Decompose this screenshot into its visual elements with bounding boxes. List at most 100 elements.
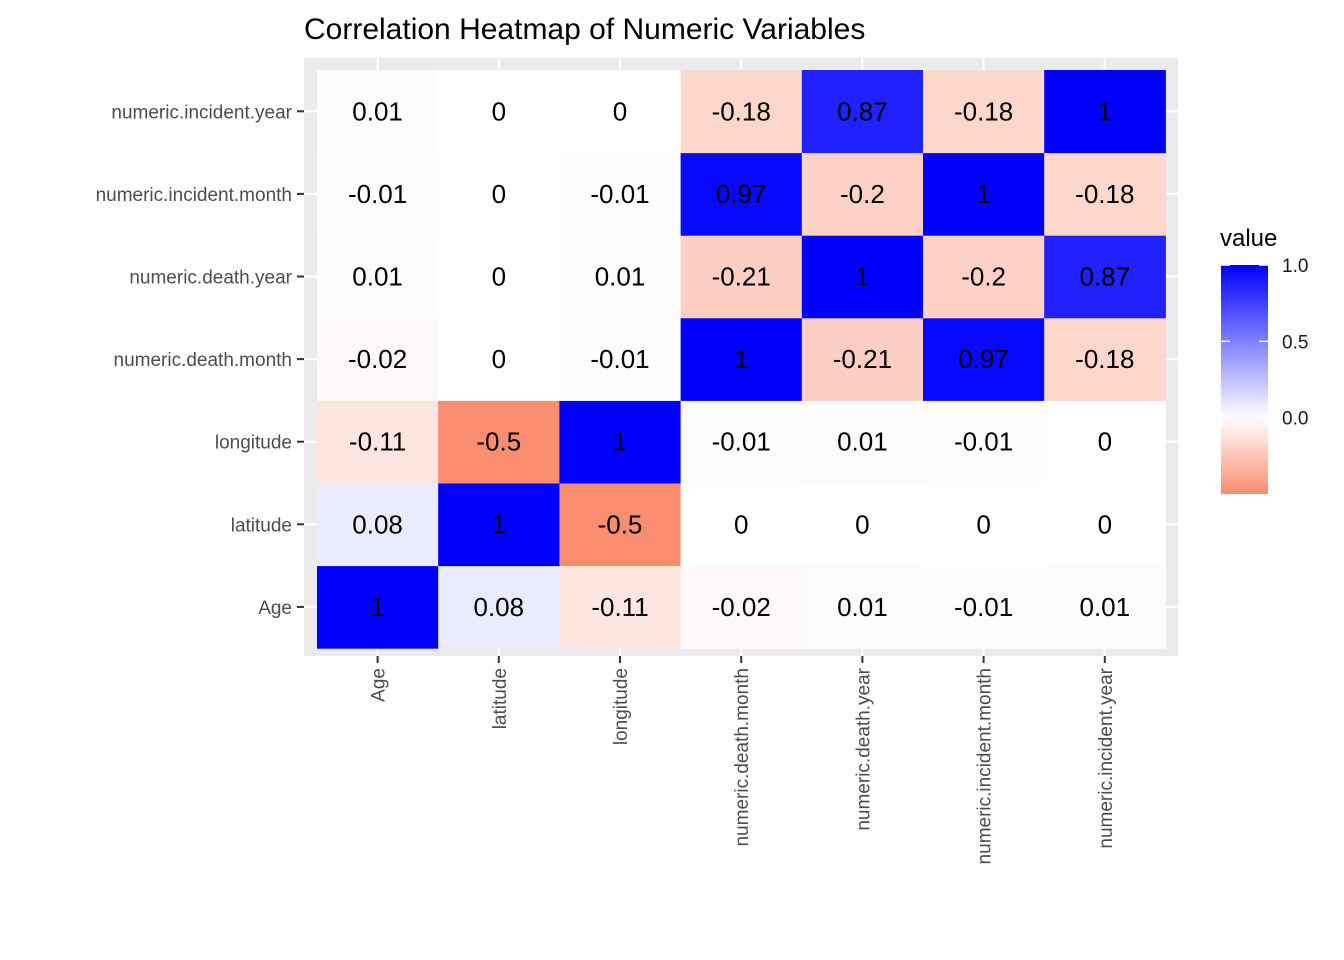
heatmap-cell: [1044, 235, 1166, 319]
heatmap-cell: [680, 483, 803, 567]
cell-value-label: 0.08: [352, 509, 403, 539]
heatmap-cell: [923, 317, 1045, 401]
cell-value-label: 0.01: [352, 96, 403, 126]
cell-value-label: 0.97: [958, 344, 1009, 374]
cell-value-label: -0.01: [590, 344, 649, 374]
heatmap-cell: [801, 565, 924, 649]
legend-tick-label: 1.0: [1282, 256, 1308, 277]
cell-value-label: 0.87: [837, 96, 888, 126]
y-tick-label: numeric.death.year: [129, 268, 292, 289]
cell-value-label: 1: [613, 427, 627, 457]
legend-tick-label: 0.0: [1282, 409, 1308, 430]
heatmap-cell: [801, 235, 924, 319]
cell-value-label: -0.5: [598, 509, 643, 539]
cell-value-label: 0: [492, 262, 506, 292]
heatmap-cell: [438, 483, 560, 567]
cell-value-label: 0.01: [837, 427, 888, 457]
cell-value-label: -0.11: [349, 427, 406, 457]
heatmap-cell: [317, 317, 439, 401]
cell-value-label: 1: [734, 344, 748, 374]
y-tick-label: Age: [258, 598, 292, 619]
x-tick-label: numeric.death.year: [853, 667, 874, 830]
cell-value-label: 0.01: [837, 592, 888, 622]
heatmap-cell: [438, 317, 560, 401]
heatmap-cell: [801, 152, 924, 236]
heatmap-cell: [438, 70, 560, 154]
cell-value-label: 0: [734, 509, 748, 539]
heatmap-cell: [923, 565, 1045, 649]
y-tick-label: longitude: [215, 433, 292, 454]
cell-value-label: 0: [613, 96, 627, 126]
cell-value-label: 1: [1098, 96, 1112, 126]
cell-value-label: 0.01: [1079, 592, 1130, 622]
cell-value-label: -0.01: [348, 179, 407, 209]
y-axis: Age latitude longitude numeric.death.month n…: [96, 102, 304, 619]
heatmap-cell: [438, 400, 560, 484]
heatmap-cell: [680, 400, 803, 484]
heatmap-cell-labels: 1 0.08 -0.11 -0.02 0.01 -0.01 0.01 0.08 1 -0.5 0 0 0…: [348, 96, 1134, 622]
cell-value-label: -0.01: [954, 427, 1013, 457]
cell-value-label: 0.87: [1079, 262, 1130, 292]
heatmap-cell: [559, 235, 682, 319]
cell-value-label: -0.2: [961, 262, 1006, 292]
cell-value-label: 0: [976, 509, 990, 539]
cell-value-label: -0.21: [712, 262, 771, 292]
heatmap-cell: [1044, 400, 1166, 484]
x-tick-label: latitude: [490, 668, 511, 729]
heatmap-cell: [1044, 483, 1166, 567]
legend-title: value: [1220, 225, 1277, 252]
cell-value-label: 0: [1098, 509, 1112, 539]
heatmap-cell: [559, 400, 682, 484]
heatmap-cell: [559, 483, 682, 567]
y-tick-label: latitude: [231, 515, 292, 536]
heatmap-cell: [1044, 565, 1166, 649]
heatmap-cell: [317, 70, 439, 154]
cell-value-label: -0.02: [348, 344, 407, 374]
heatmap-cell: [317, 152, 439, 236]
heatmap-cell: [923, 400, 1045, 484]
x-tick-label: numeric.incident.month: [975, 668, 996, 864]
heatmap-cell: [680, 152, 803, 236]
cell-value-label: 0.97: [716, 179, 767, 209]
heatmap-cell: [1044, 152, 1166, 236]
heatmap-cell: [680, 235, 803, 319]
x-tick-label: numeric.incident.year: [1096, 667, 1117, 848]
heatmap-cell: [923, 483, 1045, 567]
heatmap-cell: [680, 565, 803, 649]
heatmap-cell: [559, 317, 682, 401]
cell-value-label: 0: [855, 509, 869, 539]
cell-value-label: -0.11: [591, 592, 648, 622]
cell-value-label: 0: [492, 179, 506, 209]
color-legend: value 1.0 0.5 0.0: [1220, 225, 1308, 494]
cell-value-label: 0: [1098, 427, 1112, 457]
cell-value-label: -0.21: [833, 344, 892, 374]
heatmap-cell: [801, 483, 924, 567]
cell-value-label: -0.18: [1075, 344, 1134, 374]
x-tick-label: longitude: [611, 668, 632, 745]
cell-value-label: 1: [976, 179, 990, 209]
cell-value-label: 1: [370, 592, 384, 622]
heatmap-cell: [438, 152, 560, 236]
heatmap-cell: [559, 152, 682, 236]
cell-value-label: 0.08: [473, 592, 524, 622]
x-tick-label: numeric.death.month: [732, 668, 753, 847]
heatmap-cells: [317, 70, 1166, 649]
heatmap-cell: [923, 235, 1045, 319]
cell-value-label: -0.5: [476, 427, 521, 457]
heatmap-cell: [923, 152, 1045, 236]
heatmap-cell: [801, 317, 924, 401]
y-tick-label: numeric.incident.month: [96, 185, 292, 206]
heatmap-cell: [317, 565, 439, 649]
heatmap-cell: [801, 400, 924, 484]
heatmap-cell: [1044, 317, 1166, 401]
heatmap-cell: [559, 70, 682, 154]
cell-value-label: -0.18: [1075, 179, 1134, 209]
cell-value-label: 0: [492, 96, 506, 126]
heatmap-cell: [801, 70, 924, 154]
cell-value-label: 0: [492, 344, 506, 374]
cell-value-label: 0.01: [595, 262, 646, 292]
cell-value-label: 0.01: [352, 262, 403, 292]
heatmap-cell: [559, 565, 682, 649]
heatmap-cell: [680, 70, 803, 154]
